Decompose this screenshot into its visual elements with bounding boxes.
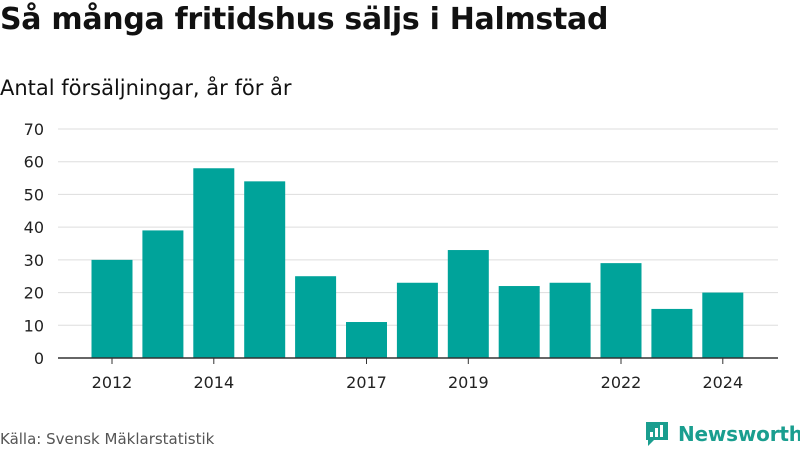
x-tick-label: 2014: [193, 373, 234, 392]
bar-2021: [549, 282, 591, 358]
brand-logo: Newsworthy: [644, 420, 800, 448]
bar-2022: [600, 263, 642, 358]
y-tick-label: 10: [24, 316, 44, 335]
x-tick-label: 2024: [702, 373, 743, 392]
y-tick-label: 70: [24, 120, 44, 139]
bar-2018: [396, 282, 438, 358]
y-tick-label: 50: [24, 185, 44, 204]
chart-subtitle: Antal försäljningar, år för år: [0, 76, 292, 100]
x-tick-label: 2017: [346, 373, 387, 392]
bar-2019: [447, 250, 489, 358]
bar-2014: [193, 168, 235, 358]
brand-name: Newsworthy: [678, 422, 800, 446]
chart-title: Så många fritidshus säljs i Halmstad: [0, 2, 609, 37]
y-tick-label: 60: [24, 153, 44, 172]
source-note: Källa: Svensk Mäklarstatistik: [0, 430, 215, 448]
y-tick-label: 0: [34, 349, 44, 368]
bars: [91, 168, 744, 358]
bar-2012: [91, 259, 133, 358]
bar-2017: [346, 322, 387, 358]
bar-2016: [295, 276, 337, 358]
bar-2013: [142, 230, 184, 358]
bar-2020: [498, 286, 540, 358]
x-axis: 2012 2014 2017 2019 2022 2024: [58, 357, 778, 392]
bar-2015: [244, 181, 286, 358]
newsworthy-logo-icon: [646, 422, 668, 446]
x-tick-label: 2019: [448, 373, 489, 392]
bar-2024: [702, 292, 744, 358]
bar-2023: [651, 308, 693, 358]
y-tick-label: 30: [24, 251, 44, 270]
x-tick-label: 2022: [601, 373, 642, 392]
y-tick-label: 20: [24, 284, 44, 303]
x-tick-label: 2012: [92, 373, 133, 392]
y-tick-label: 40: [24, 218, 44, 237]
y-axis: 0 10 20 30 40 50 60 70: [24, 120, 44, 368]
